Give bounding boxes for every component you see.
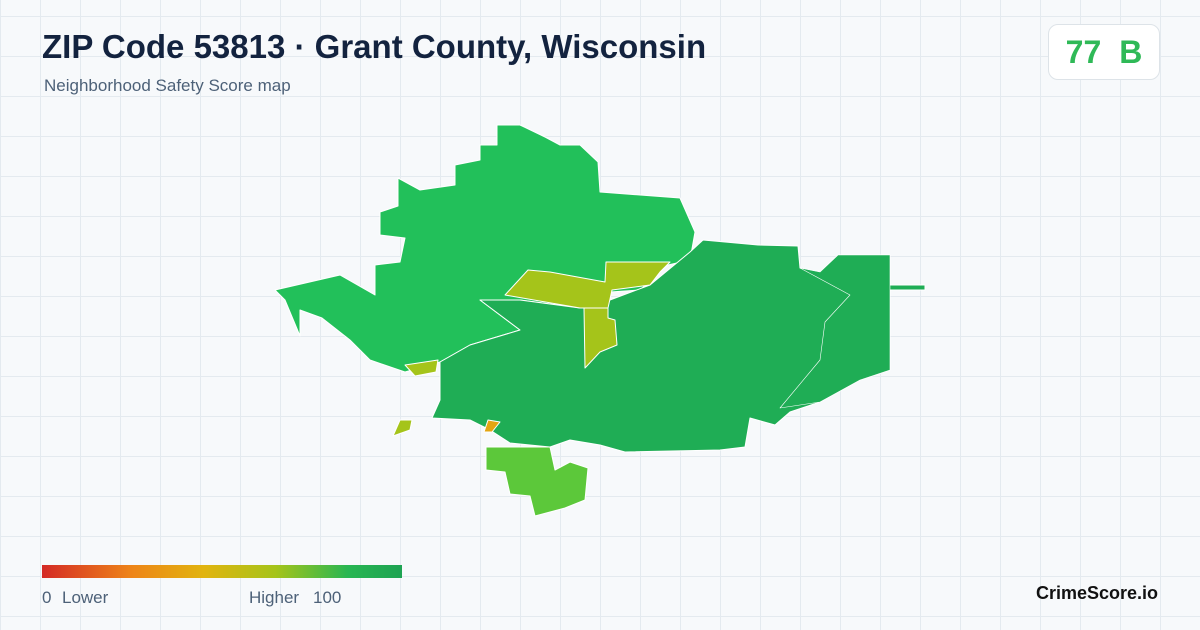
score-value: 77 [1065, 33, 1102, 70]
area-orange [483, 419, 501, 433]
area-north [274, 124, 696, 373]
area-west-yellow [404, 359, 439, 377]
subtitle: Neighborhood Safety Score map [44, 76, 291, 95]
score-badge: 77 B [1048, 24, 1160, 80]
area-mid-yellow-2 [583, 307, 618, 369]
legend-gradient [42, 565, 402, 578]
area-south [485, 446, 589, 517]
area-mid-yellow [504, 261, 671, 309]
brand: CrimeScore.io [1035, 583, 1158, 603]
legend-max-label: Higher [249, 588, 300, 607]
legend-min: 0 [42, 588, 52, 607]
legend-min-label: Lower [62, 588, 109, 607]
title: ZIP Code 53813 · Grant County, Wisconsin [42, 28, 707, 65]
score-grade: B [1119, 33, 1143, 70]
area-sw-yellow [392, 419, 413, 437]
area-east [779, 254, 891, 409]
legend-max: 100 [313, 588, 342, 607]
